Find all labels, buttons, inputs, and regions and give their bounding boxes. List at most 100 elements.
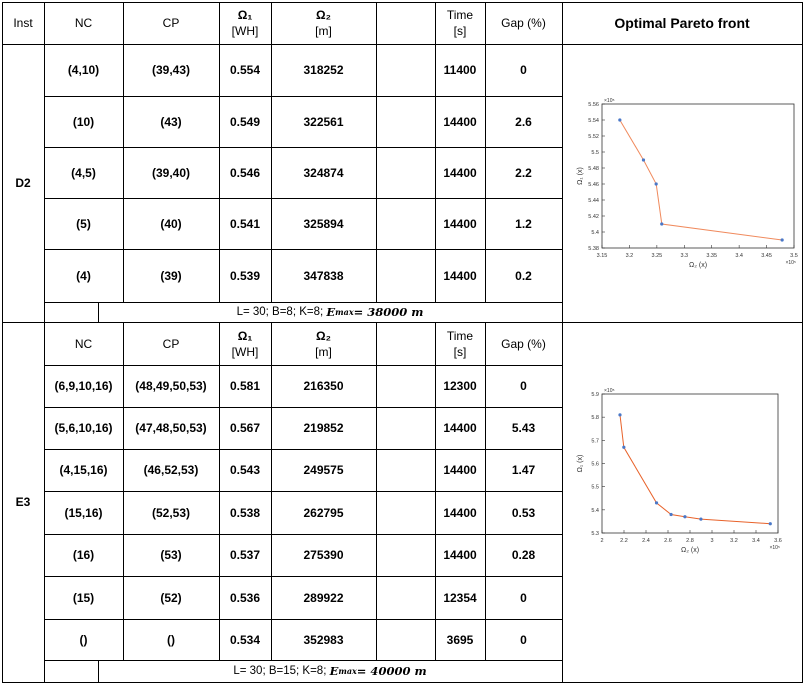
e3-row-1-o1: 0.581 [229, 379, 261, 393]
e3-chart-xtick-label: 2.6 [664, 538, 672, 544]
d2-row-2-o2: 322561 [303, 114, 344, 129]
e3-chart-x-exponent: ×10⁵ [769, 545, 780, 551]
d2-row-3-nc: (4,5) [71, 165, 96, 180]
e3-row-5-nc: (16) [72, 548, 95, 562]
e3-row-2-o2: 219852 [303, 421, 344, 435]
e3-chart-ytick-label: 5.4 [591, 508, 599, 514]
e3-chart-ytick-label: 5.9 [591, 392, 599, 398]
e3-chart-ytick-label: 5.6 [591, 462, 599, 468]
e3-chart-data-point [618, 413, 622, 417]
e3-header-omega2: Ω₂ [m] [271, 322, 376, 365]
e3-chart-xtick-label: 2.4 [642, 538, 650, 544]
d2-row-1-gap: 0 [520, 63, 527, 77]
e3-header-gap: Gap (%) [501, 336, 546, 351]
d2-chart-xtick-label: 3.25 [651, 253, 662, 259]
e3-row-4-time: 14400 [443, 505, 477, 520]
d2-chart-ytick-label: 5.46 [588, 182, 599, 188]
e3-row-4-cp: (52,53) [151, 505, 191, 520]
d2-row-3-gap: 2.2 [515, 165, 532, 180]
e3-row-3-time: 14400 [443, 463, 477, 477]
d2-chart-xlabel: Ω₂ (x) [689, 262, 707, 269]
e3-row-1-nc: (6,9,10,16) [54, 379, 113, 393]
e3-row-1-cp: (48,49,50,53) [135, 379, 207, 393]
e3-row-5-gap: 0.28 [511, 548, 536, 562]
header-time-label: Time [446, 8, 474, 22]
d2-chart-ylabel: Ω₁ (x) [577, 167, 584, 185]
header-nc: NC [74, 16, 93, 30]
e3-row-6-cp: (52) [160, 590, 182, 605]
d2-chart-data-point [618, 118, 622, 122]
instance-e3: E3 [15, 495, 31, 509]
d2-chart-x-exponent: ×10⁵ [785, 260, 796, 266]
e3-header-cp: CP [162, 336, 180, 351]
e3-row-2-gap: 5.43 [511, 421, 536, 435]
e3-chart-y-exponent: ×10⁵ [604, 388, 615, 394]
e3-row-6-o1: 0.536 [229, 590, 261, 605]
d2-row-3-o1: 0.546 [229, 165, 261, 180]
header-pareto-front: Optimal Pareto front [614, 15, 750, 31]
d2-chart-ytick-label: 5.42 [588, 214, 599, 220]
e3-row-5-time: 14400 [443, 548, 477, 562]
d2-row-5-o2: 347838 [303, 268, 344, 283]
e3-row-6-o2: 289922 [303, 590, 344, 605]
d2-chart-ytick-label: 5.54 [588, 118, 599, 124]
e3-chart-xtick-label: 3.2 [730, 538, 738, 544]
d2-footer-emax-sup: max [335, 307, 354, 317]
e3-row-3-nc: (4,15,16) [59, 463, 108, 477]
e3-chart-xtick-label: 2.8 [686, 538, 694, 544]
d2-row-3-cp: (39,40) [151, 165, 191, 180]
d2-footer-emax-value: = 38000 m [353, 305, 424, 319]
e3-row-1-gap: 0 [520, 379, 527, 393]
d2-row-4-nc: (5) [76, 216, 91, 231]
e3-chart-xtick-label: 2.2 [620, 538, 628, 544]
d2-chart-ytick-label: 5.48 [588, 166, 599, 172]
header-omega1-symbol: Ω₁ [237, 8, 253, 22]
e3-chart-data-point [622, 445, 626, 449]
d2-chart-ytick-label: 5.44 [588, 198, 599, 204]
d2-row-4-gap: 1.2 [515, 216, 532, 231]
d2-chart-plot-area [601, 103, 795, 249]
instance-d2: D2 [15, 176, 31, 190]
d2-row-5-time: 14400 [443, 268, 477, 283]
d2-row-2-gap: 2.6 [515, 114, 532, 129]
d2-chart-ytick-label: 5.38 [588, 246, 599, 252]
e3-row-5-o1: 0.537 [229, 548, 261, 562]
d2-row-4-o2: 325894 [303, 216, 344, 231]
e3-chart-plot-area [601, 393, 779, 534]
e3-row-6-gap: 0 [520, 590, 527, 605]
e3-header-omega2-unit: [m] [315, 344, 332, 359]
e3-row-2-nc: (5,6,10,16) [54, 421, 113, 435]
e3-chart-ylabel: Ω₁ (x) [577, 455, 584, 473]
d2-chart-ytick-label: 5.56 [588, 102, 599, 108]
e3-row-3-o2: 249575 [303, 463, 344, 477]
d2-footer-emax-label: E [326, 305, 336, 319]
e3-header-omega2-symbol: Ω₂ [316, 328, 331, 343]
header-time: Time [s] [435, 2, 485, 44]
e3-chart-ytick-label: 5.3 [591, 531, 599, 537]
header-gap: Gap (%) [501, 16, 546, 30]
header-time-unit: [s] [453, 24, 467, 38]
d2-row-1-o2: 318252 [303, 63, 344, 77]
header-omega1: Ω₁ [WH] [219, 2, 271, 44]
e3-row-1-o2: 216350 [303, 379, 344, 393]
e3-chart-xtick-label: 2 [600, 538, 603, 544]
e3-row-7-o2: 352983 [303, 632, 344, 647]
header-inst: Inst [13, 16, 33, 30]
d2-row-5-cp: (39) [160, 268, 182, 283]
e3-row-6-time: 12354 [443, 590, 477, 605]
pareto-chart-e3: 2 2.2 2.4 2.6 2.8 3 3.2 3.4 3.6 5.3 5.4 5.5 5.6 5.7 5.… [577, 388, 782, 554]
e3-row-5-cp: (53) [160, 548, 182, 562]
d2-row-5-o1: 0.539 [229, 268, 261, 283]
e3-chart-data-point [669, 512, 673, 517]
d2-row-4-o1: 0.541 [229, 216, 261, 231]
e3-row-3-cp: (46,52,53) [143, 463, 199, 477]
e3-row-5-o2: 275390 [303, 548, 344, 562]
e3-chart-data-point [768, 522, 772, 526]
e3-header-omega1-unit: [WH] [231, 344, 259, 359]
e3-row-2-cp: (47,48,50,53) [135, 421, 207, 435]
header-omega2-unit: [m] [315, 24, 332, 38]
e3-header-omega1-symbol: Ω₁ [237, 328, 253, 343]
